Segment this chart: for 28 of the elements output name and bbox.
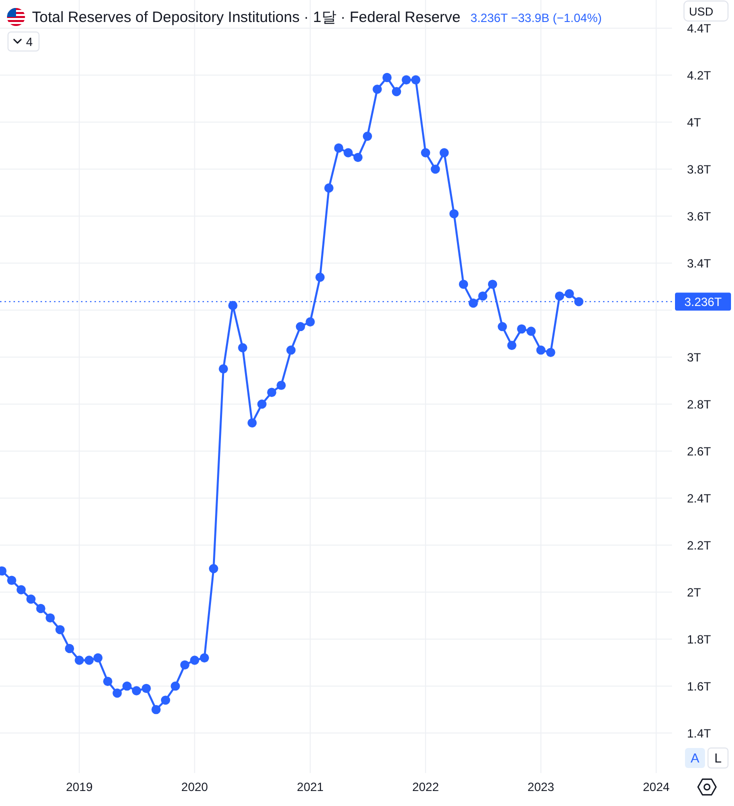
text: 3.236T −33.9B (−1.04%) — [470, 11, 602, 25]
y-tick-label: 1.4T — [687, 726, 712, 740]
y-tick-label: 2.2T — [687, 538, 712, 552]
y-tick-label: 3.4T — [687, 256, 712, 270]
y-tick-label: 2T — [687, 585, 702, 600]
y-axis-title: USD — [689, 6, 714, 18]
ref-line-label: 3.236T — [684, 294, 722, 309]
y-tick-label: 2.8T — [687, 397, 712, 412]
y-tick-label: 1.6T — [687, 679, 712, 694]
annotation: 4 — [26, 35, 33, 49]
text: L — [714, 750, 722, 766]
y-tick-label: 3T — [687, 350, 702, 364]
y-tick-label: 2.4T — [687, 491, 712, 506]
y-tick-label: 1.8T — [687, 632, 712, 646]
y-tick-label: 2.6T — [687, 444, 712, 458]
y-tick-label: 4.2T — [687, 68, 712, 82]
x-tick-label: 2024 — [642, 780, 670, 794]
y-tick-label: 4T — [687, 115, 702, 130]
x-tick-label: 2021 — [296, 780, 324, 794]
x-tick-label: 2022 — [412, 780, 440, 794]
x-tick-label: 2020 — [181, 780, 208, 794]
text: Total Reserves of Depository Institutions · 1달 · Federal Reserve — [32, 9, 461, 26]
text: A — [690, 750, 700, 766]
y-tick-label: 4.4T — [687, 21, 712, 36]
x-tick-label: 2023 — [528, 780, 555, 794]
y-tick-label: 3.6T — [687, 209, 712, 224]
y-tick-label: 3.8T — [687, 162, 712, 176]
x-tick-label: 2019 — [66, 780, 93, 794]
